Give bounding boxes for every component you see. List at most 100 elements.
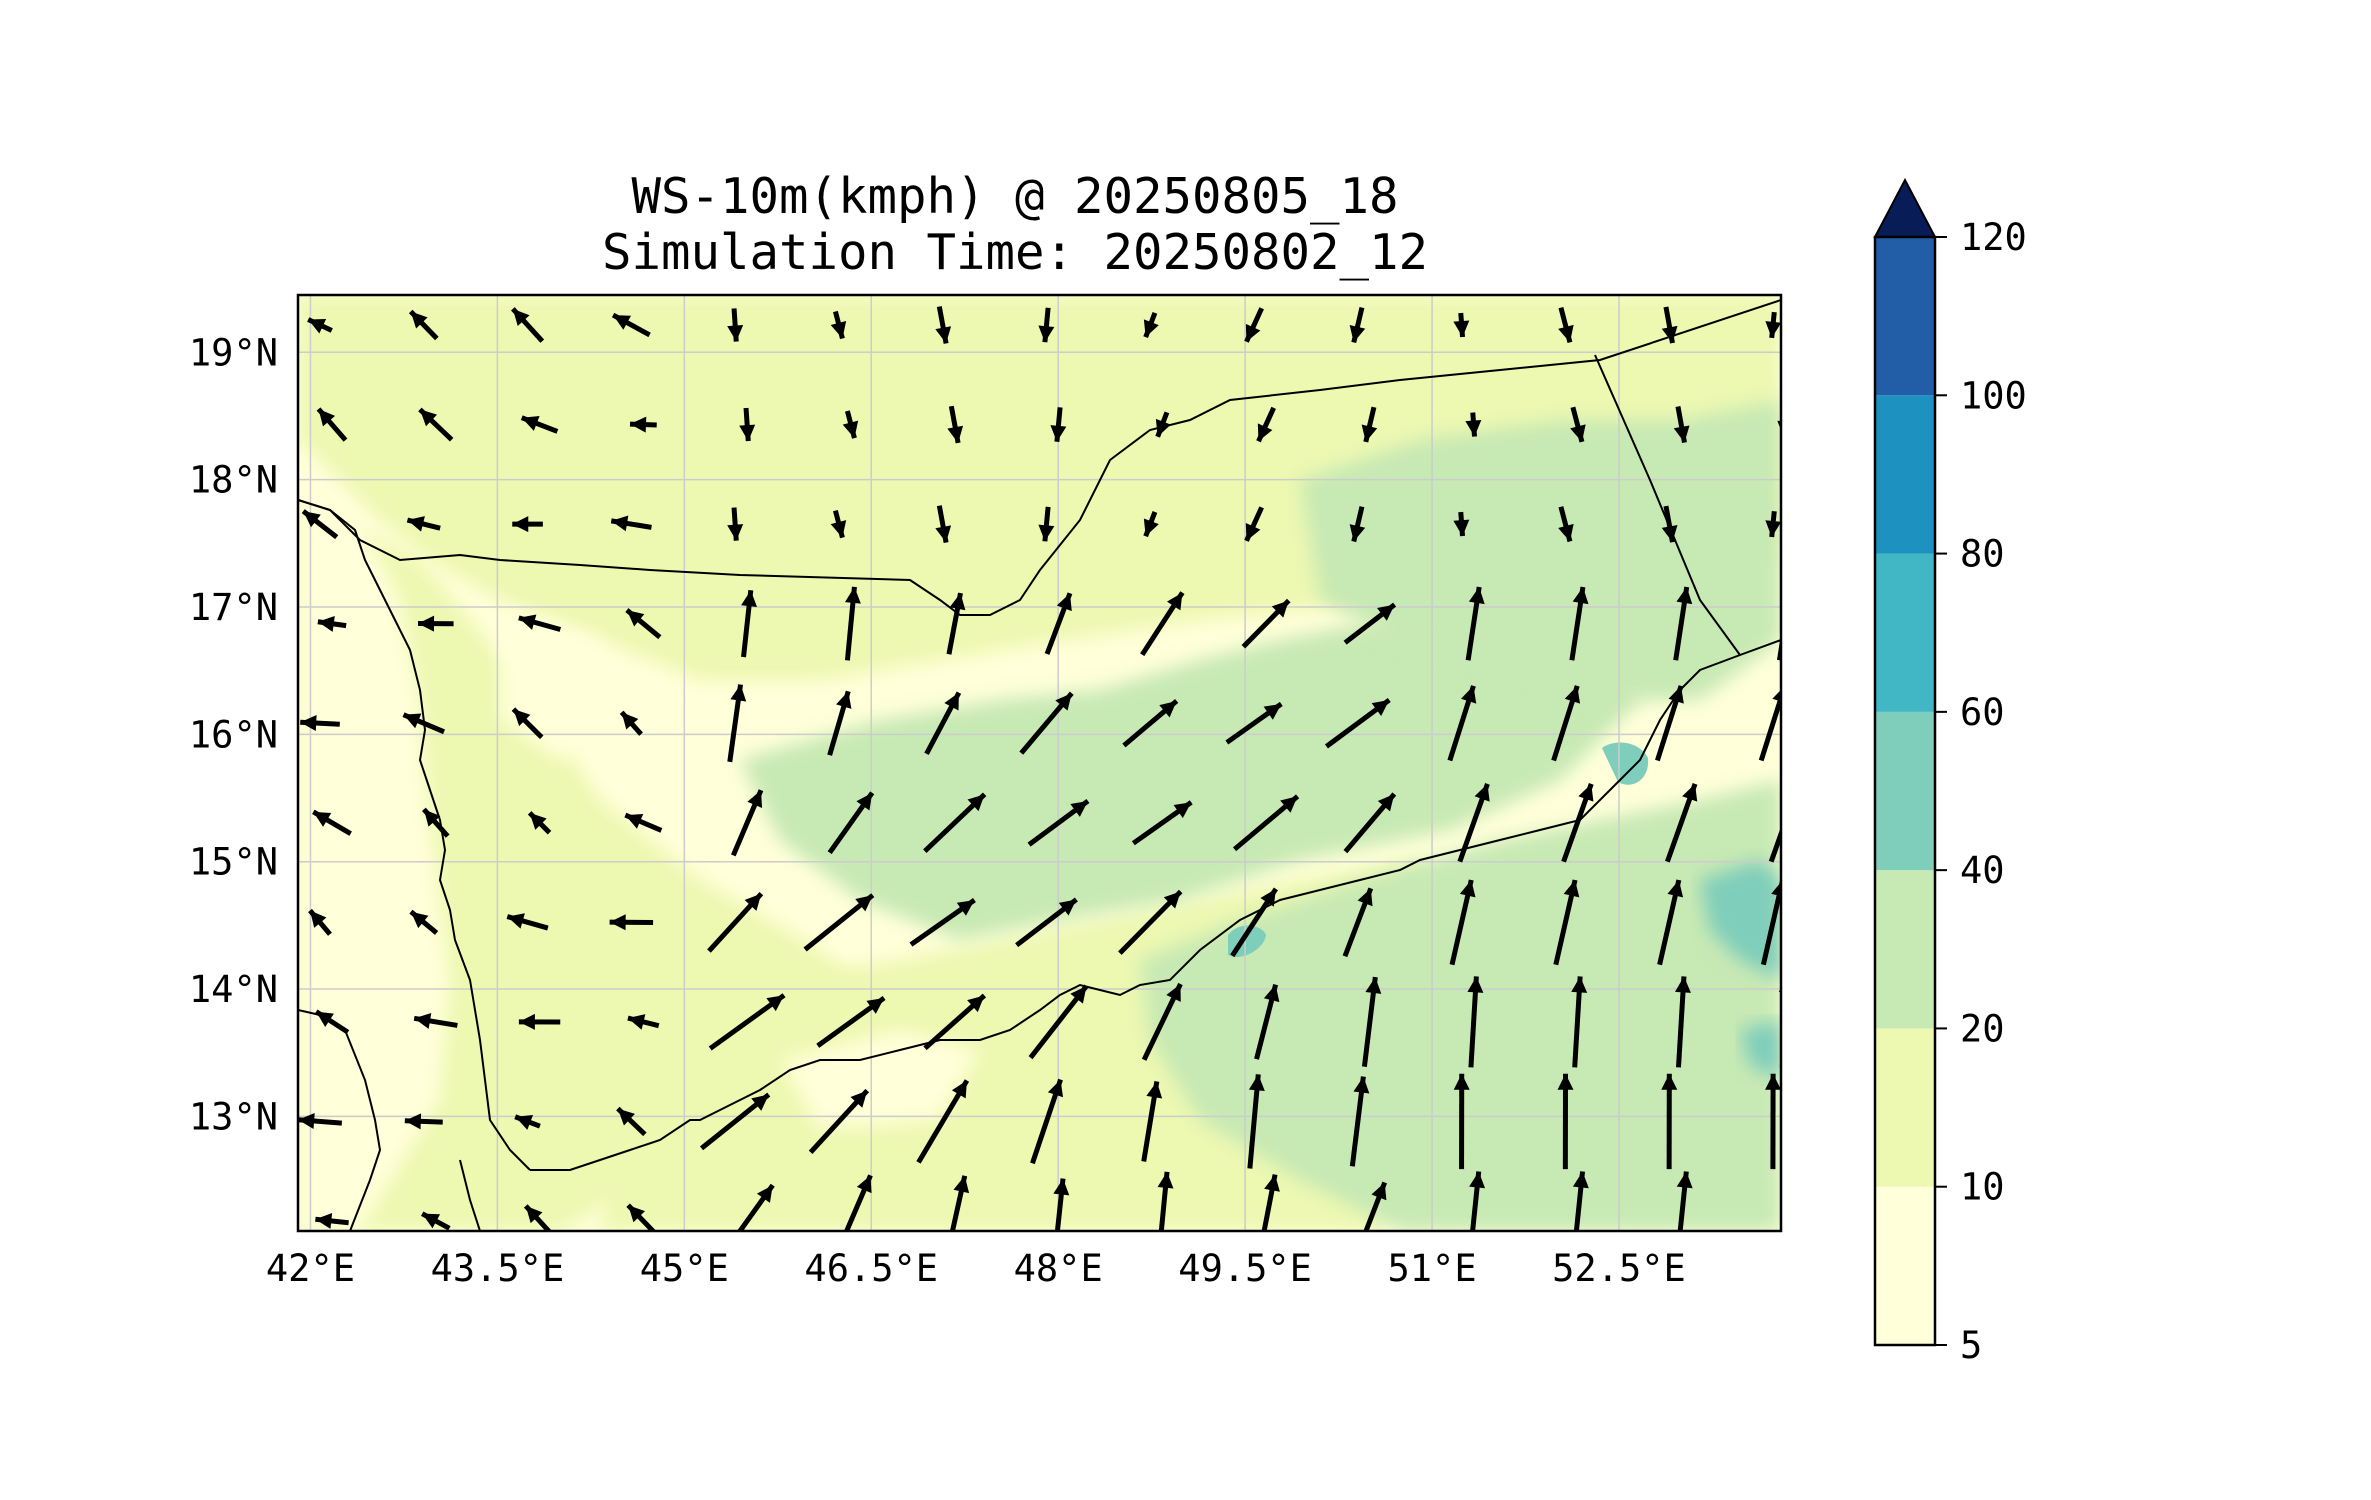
arrow-icon bbox=[923, 993, 987, 1051]
colorbar-band bbox=[1875, 711, 1935, 871]
y-tick-label: 15°N bbox=[189, 841, 278, 884]
wind-vector-shaft bbox=[1768, 826, 1781, 863]
arrow-icon bbox=[610, 515, 652, 532]
colorbar-band bbox=[1875, 395, 1935, 554]
wind-vector-head bbox=[866, 997, 885, 1014]
arrow-icon bbox=[1569, 586, 1589, 661]
arrow-icon bbox=[626, 1203, 657, 1231]
contour-band-5-10-aden bbox=[780, 1030, 980, 1130]
arrow-icon bbox=[1256, 406, 1276, 443]
wind-vector-head bbox=[967, 995, 985, 1013]
wind-vector-head bbox=[949, 593, 966, 611]
wind-vector-head bbox=[609, 914, 626, 931]
wind-vector-head bbox=[1053, 1178, 1070, 1196]
wind-vector-head bbox=[850, 1090, 868, 1108]
wind-vector-head bbox=[1557, 1073, 1574, 1090]
arrow-icon bbox=[409, 909, 439, 935]
arrow-icon bbox=[1467, 976, 1484, 1068]
colorbar-tick-label: 80 bbox=[1960, 533, 2005, 576]
arrow-icon bbox=[731, 789, 764, 857]
arrow-icon bbox=[1324, 697, 1391, 749]
colorbar-tick-label: 40 bbox=[1960, 849, 2005, 892]
arrow-icon bbox=[1118, 889, 1183, 955]
wind-vector-head bbox=[410, 311, 428, 329]
wind-vector-head bbox=[1264, 1174, 1280, 1192]
arrow-icon bbox=[741, 590, 757, 658]
x-tick-label: 46.5°E bbox=[804, 1247, 938, 1290]
wind-vector-head bbox=[1361, 424, 1378, 442]
plot-title-line2: Simulation Time: 20250802_12 bbox=[601, 224, 1428, 281]
wind-vector-head bbox=[1070, 986, 1087, 1004]
arrow-icon bbox=[1465, 586, 1485, 661]
contour-band-20-40-hadramawt bbox=[1300, 400, 1781, 700]
arrow-icon bbox=[1053, 1178, 1070, 1231]
arrow-icon bbox=[1244, 307, 1264, 343]
y-tick-label: 17°N bbox=[189, 586, 278, 629]
wind-vector-head bbox=[1058, 899, 1077, 916]
arrow-icon bbox=[827, 791, 875, 855]
wind-vector-head bbox=[1377, 604, 1395, 621]
arrow-icon bbox=[1551, 685, 1581, 762]
wind-vector-head bbox=[1453, 519, 1470, 537]
wind-vector-head bbox=[300, 715, 317, 732]
arrow-icon bbox=[1655, 685, 1684, 762]
wind-vector-head bbox=[727, 325, 744, 342]
arrow-icon bbox=[935, 505, 952, 543]
arrow-icon bbox=[1571, 976, 1588, 1068]
arrow-icon bbox=[739, 407, 756, 442]
wind-vector-head bbox=[518, 614, 537, 630]
wind-vector-head bbox=[518, 1013, 535, 1030]
wind-vector-head bbox=[404, 1113, 422, 1130]
arrow-icon bbox=[1457, 783, 1490, 863]
wind-vector-shaft bbox=[1470, 1171, 1482, 1231]
wind-vector-head bbox=[1765, 520, 1781, 538]
arrow-icon bbox=[616, 1106, 647, 1137]
arrow-icon bbox=[1453, 312, 1470, 338]
arrow-icon bbox=[1557, 1073, 1574, 1170]
arrow-icon bbox=[699, 1092, 771, 1151]
arrow-icon bbox=[1342, 887, 1374, 958]
wind-vector-head bbox=[1676, 1171, 1693, 1189]
arrow-icon bbox=[924, 691, 962, 755]
wind-vector-head bbox=[1572, 587, 1589, 605]
wind-vector-head bbox=[611, 515, 629, 532]
wind-vector-head bbox=[1159, 700, 1177, 718]
wind-vector-head bbox=[521, 415, 540, 431]
arrow-icon bbox=[808, 1088, 870, 1154]
wind-vector-head bbox=[1673, 425, 1690, 443]
wind-vector-head bbox=[956, 900, 975, 916]
wind-vector-head bbox=[1038, 524, 1055, 542]
wind-vector-head bbox=[856, 792, 873, 811]
arrow-icon bbox=[1673, 406, 1690, 444]
contour-band-20-40-sea bbox=[1140, 780, 1781, 1231]
wind-vector-head bbox=[626, 610, 645, 627]
y-tick-label: 14°N bbox=[189, 968, 278, 1011]
wind-vector-head bbox=[1163, 891, 1181, 909]
wind-vector-head bbox=[1661, 1073, 1678, 1090]
arrow-icon bbox=[514, 1114, 541, 1130]
colorbar-bands bbox=[1875, 237, 1935, 1345]
wind-vector-head bbox=[1563, 880, 1580, 898]
colorbar-tick-label: 100 bbox=[1960, 374, 2027, 417]
wind-vectors bbox=[298, 306, 1781, 1231]
wind-vector-head bbox=[1780, 600, 1781, 602]
arrow-icon bbox=[1247, 1074, 1265, 1169]
arrow-icon bbox=[402, 712, 446, 735]
wind-vector-head bbox=[1271, 600, 1289, 618]
arrow-icon bbox=[803, 893, 875, 952]
wind-vector-head bbox=[830, 520, 847, 538]
wind-vector-head bbox=[741, 590, 757, 608]
wind-vector-head bbox=[613, 315, 631, 330]
wind-vector-head bbox=[1465, 420, 1482, 437]
arrow-icon bbox=[843, 1174, 873, 1231]
wind-vector-head bbox=[621, 712, 639, 730]
colorbar-band bbox=[1875, 870, 1935, 1029]
wind-vector-head bbox=[317, 615, 335, 632]
yemen-south-coast bbox=[530, 639, 1781, 1171]
arrow-icon bbox=[1780, 1185, 1781, 1187]
wind-vector-shaft bbox=[1158, 1171, 1170, 1231]
wind-vector-head bbox=[1780, 1185, 1781, 1187]
arrow-icon bbox=[1363, 1181, 1388, 1231]
arrow-icon bbox=[511, 707, 544, 740]
contour-band-40-60-coast bbox=[1740, 1020, 1781, 1080]
